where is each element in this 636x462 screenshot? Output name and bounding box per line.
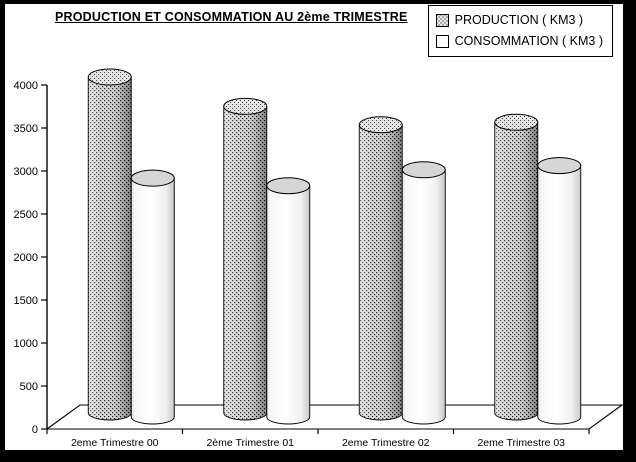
bar-consommation-0-outline	[130, 177, 175, 425]
bar-consommation-3-outline	[537, 165, 582, 425]
bar-production-0-outline	[87, 76, 132, 421]
bar-consommation-2	[402, 169, 446, 424]
y-tick-label: 4000	[14, 80, 38, 92]
bar-consommation-1	[266, 185, 310, 424]
chart-title: PRODUCTION ET CONSOMMATION AU 2ème TRIME…	[55, 10, 408, 24]
floor-3d	[45, 404, 624, 430]
bar-production-3-outline	[494, 121, 539, 421]
bar-consommation-3	[537, 165, 581, 424]
bar-consommation-2-outline	[401, 169, 446, 425]
legend: PRODUCTION ( KM3 ) CONSOMMATION ( KM3 )	[427, 5, 613, 57]
bar-consommation-1-outline	[266, 185, 311, 425]
y-tick-label: 3000	[14, 166, 38, 178]
y-tick-label: 500	[20, 381, 38, 393]
bar-production-1-top	[223, 97, 268, 115]
category-label: 2eme Trimestre 02	[342, 437, 430, 449]
bar-consommation-1-top	[266, 177, 311, 195]
bar-consommation-3-top	[537, 157, 582, 175]
bar-production-2-outline	[358, 124, 403, 421]
legend-label-production: PRODUCTION ( KM3 )	[454, 13, 584, 27]
category-label: 2eme Trimestre 03	[477, 437, 565, 449]
category-label: 2eme Trimestre 00	[71, 437, 159, 449]
consommation-series-marker-icon	[435, 34, 449, 48]
category-label: 2ème Trimestre 01	[206, 437, 294, 449]
production-series-marker-icon	[435, 13, 449, 27]
y-tick-label: 1500	[14, 295, 38, 307]
bar-consommation-0	[131, 178, 175, 424]
bar-consommation-2-top	[401, 161, 446, 179]
bar-consommation-0-top	[130, 169, 175, 187]
y-tick-label: 2000	[14, 252, 38, 264]
legend-label-consommation: CONSOMMATION ( KM3 )	[454, 34, 603, 48]
legend-item-consommation: CONSOMMATION ( KM3 )	[435, 34, 603, 48]
bar-production-0-top	[87, 68, 132, 86]
y-tick-label: 0	[32, 424, 38, 436]
bar-production-1-outline	[223, 105, 268, 421]
y-tick-label: 2500	[14, 209, 38, 221]
bar-production-3-top	[494, 113, 539, 131]
bar-production-2-top	[358, 116, 403, 134]
y-tick-label: 3500	[14, 123, 38, 135]
legend-item-production: PRODUCTION ( KM3 )	[435, 13, 603, 27]
y-tick-label: 1000	[14, 338, 38, 350]
